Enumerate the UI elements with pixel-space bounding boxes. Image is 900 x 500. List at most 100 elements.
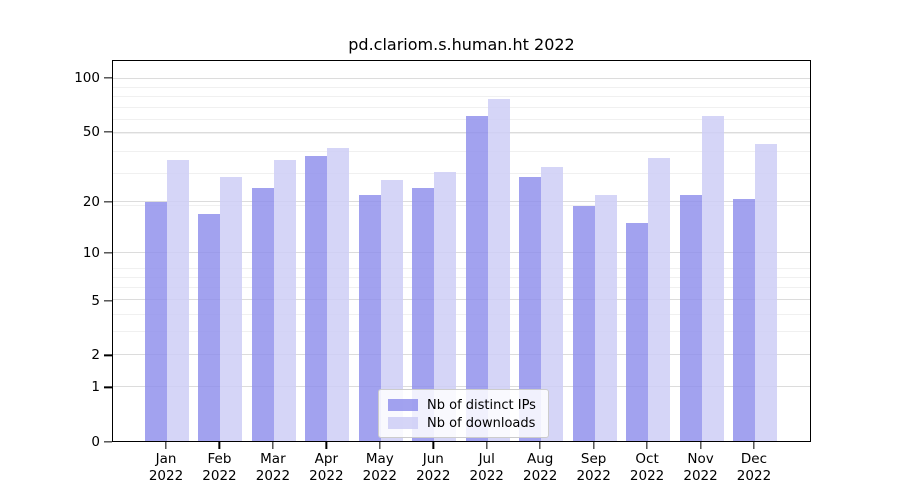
x-tick-label-dec: Dec 2022 xyxy=(737,451,771,485)
bar-downloads-mar xyxy=(273,159,296,441)
bar-distinct-ips-jan xyxy=(145,202,167,441)
gridline-minor-79 xyxy=(113,96,810,98)
x-tick-mark-feb xyxy=(218,442,221,449)
x-tick-month: Oct xyxy=(635,451,659,467)
y-tick-mark-2 xyxy=(104,354,112,356)
x-tick-month: Sep xyxy=(580,451,607,467)
x-tick-mark-oct xyxy=(646,442,648,449)
y-tick-label-100: 100 xyxy=(74,70,100,86)
y-tick-label-5: 5 xyxy=(91,292,100,309)
gridline-minor-59 xyxy=(113,118,810,120)
x-tick-label-jul: Jul 2022 xyxy=(470,451,504,485)
y-tick-mark-100 xyxy=(104,77,112,79)
x-tick-year: 2022 xyxy=(736,468,772,484)
gridline-minor-8 xyxy=(113,267,810,269)
chart-title: pd.clariom.s.human.ht 2022 xyxy=(348,35,575,54)
gridline-minor-7 xyxy=(113,276,810,278)
legend-swatch-distinct-ips-icon xyxy=(388,399,418,411)
x-tick-month: Mar xyxy=(260,451,286,467)
bar-distinct-ips-mar xyxy=(251,188,274,441)
gridline-minor-19 xyxy=(113,204,810,206)
gridline-minor-49 xyxy=(113,133,810,135)
bar-downloads-nov xyxy=(701,115,724,441)
x-tick-mark-sep xyxy=(592,442,595,449)
x-tick-year: 2022 xyxy=(522,468,558,484)
x-tick-month: Jul xyxy=(478,451,495,467)
legend-item-downloads: Nb of downloads xyxy=(388,415,538,431)
x-tick-mark-dec xyxy=(753,442,755,449)
x-tick-mark-mar xyxy=(272,442,274,449)
y-tick-mark-10 xyxy=(104,252,112,254)
x-tick-mark-jun xyxy=(432,442,434,449)
y-tick-label-20: 20 xyxy=(82,193,100,210)
x-tick-mark-apr xyxy=(325,442,328,449)
plot-area: Nb of distinct IPs Nb of downloads xyxy=(112,60,811,442)
x-tick-year: 2022 xyxy=(469,468,504,484)
y-axis-ticks xyxy=(104,60,112,443)
x-tick-year: 2022 xyxy=(148,468,184,484)
gridline-major-100 xyxy=(113,77,810,79)
bar-distinct-ips-may xyxy=(358,195,381,441)
y-tick-mark-50 xyxy=(104,131,112,133)
x-tick-year: 2022 xyxy=(683,468,718,484)
gridline-major-5 xyxy=(113,299,810,301)
x-tick-year: 2022 xyxy=(309,468,344,484)
gridline-minor-3 xyxy=(113,331,810,333)
bar-distinct-ips-apr xyxy=(305,155,328,441)
x-tick-year: 2022 xyxy=(202,468,237,484)
x-tick-month: Feb xyxy=(207,451,232,467)
x-tick-mark-nov xyxy=(699,442,702,449)
y-tick-mark-0 xyxy=(104,441,112,443)
gridline-minor-69 xyxy=(113,106,810,108)
x-tick-mark-jul xyxy=(486,442,488,449)
gridline-major-2 xyxy=(113,353,810,355)
y-tick-label-10: 10 xyxy=(82,244,100,261)
bar-distinct-ips-jul xyxy=(465,115,488,441)
legend-label-distinct-ips: Nb of distinct IPs xyxy=(427,397,536,413)
x-tick-year: 2022 xyxy=(362,468,397,484)
x-tick-year: 2022 xyxy=(629,468,665,484)
x-tick-label-oct: Oct 2022 xyxy=(630,451,664,485)
bar-downloads-jan xyxy=(167,159,189,441)
x-tick-month: Dec xyxy=(740,451,768,467)
x-tick-mark-may xyxy=(379,442,381,449)
bar-distinct-ips-oct xyxy=(626,223,649,441)
gridline-minor-6 xyxy=(113,287,810,289)
gridline-major-10 xyxy=(113,251,810,253)
gridline-major-50 xyxy=(113,131,810,133)
bar-downloads-jun xyxy=(434,171,457,441)
bar-distinct-ips-aug xyxy=(519,176,542,441)
x-tick-label-jan: Jan 2022 xyxy=(149,451,183,485)
bar-downloads-feb xyxy=(220,176,243,441)
x-tick-year: 2022 xyxy=(255,468,291,484)
bar-distinct-ips-feb xyxy=(198,214,221,441)
gridline-minor-39 xyxy=(113,150,810,152)
bar-downloads-sep xyxy=(594,195,617,441)
bar-downloads-apr xyxy=(327,147,350,441)
bar-downloads-jul xyxy=(487,99,510,441)
bar-downloads-may xyxy=(380,179,403,441)
x-tick-label-mar: Mar 2022 xyxy=(256,451,290,485)
x-tick-label-may: May 2022 xyxy=(363,451,397,485)
y-tick-mark-5 xyxy=(104,300,112,302)
y-tick-mark-1 xyxy=(104,386,112,388)
y-tick-label-2: 2 xyxy=(91,347,100,364)
bar-downloads-aug xyxy=(541,166,564,441)
x-tick-mark-aug xyxy=(539,442,541,449)
bar-distinct-ips-nov xyxy=(679,195,702,441)
bar-downloads-oct xyxy=(648,157,671,441)
x-tick-label-apr: Apr 2022 xyxy=(309,451,343,485)
x-tick-label-aug: Aug 2022 xyxy=(523,451,557,485)
y-tick-label-1: 1 xyxy=(91,379,100,396)
gridline-major-20 xyxy=(113,201,810,203)
x-tick-mark-jan xyxy=(165,442,167,449)
y-axis-labels: 0 1 2 5 10 20 50 100 xyxy=(0,60,100,450)
x-tick-month: Nov xyxy=(687,451,714,467)
x-tick-year: 2022 xyxy=(576,468,611,484)
x-tick-label-jun: Jun 2022 xyxy=(416,451,450,485)
legend: Nb of distinct IPs Nb of downloads xyxy=(378,389,549,438)
bar-distinct-ips-jun xyxy=(412,188,435,441)
x-tick-label-feb: Feb 2022 xyxy=(202,451,236,485)
x-tick-month: Aug xyxy=(526,451,554,467)
